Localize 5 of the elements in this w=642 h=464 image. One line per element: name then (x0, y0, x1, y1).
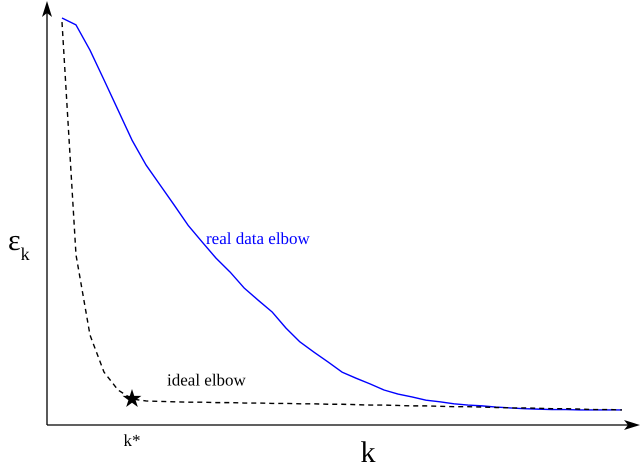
series-label: real data elbow (206, 228, 311, 248)
x-axis-title: k (360, 436, 376, 464)
text: k* (124, 431, 140, 450)
y-axis-title: ε$_{k}$ (8, 224, 30, 264)
series-label: ideal elbow (167, 370, 247, 390)
